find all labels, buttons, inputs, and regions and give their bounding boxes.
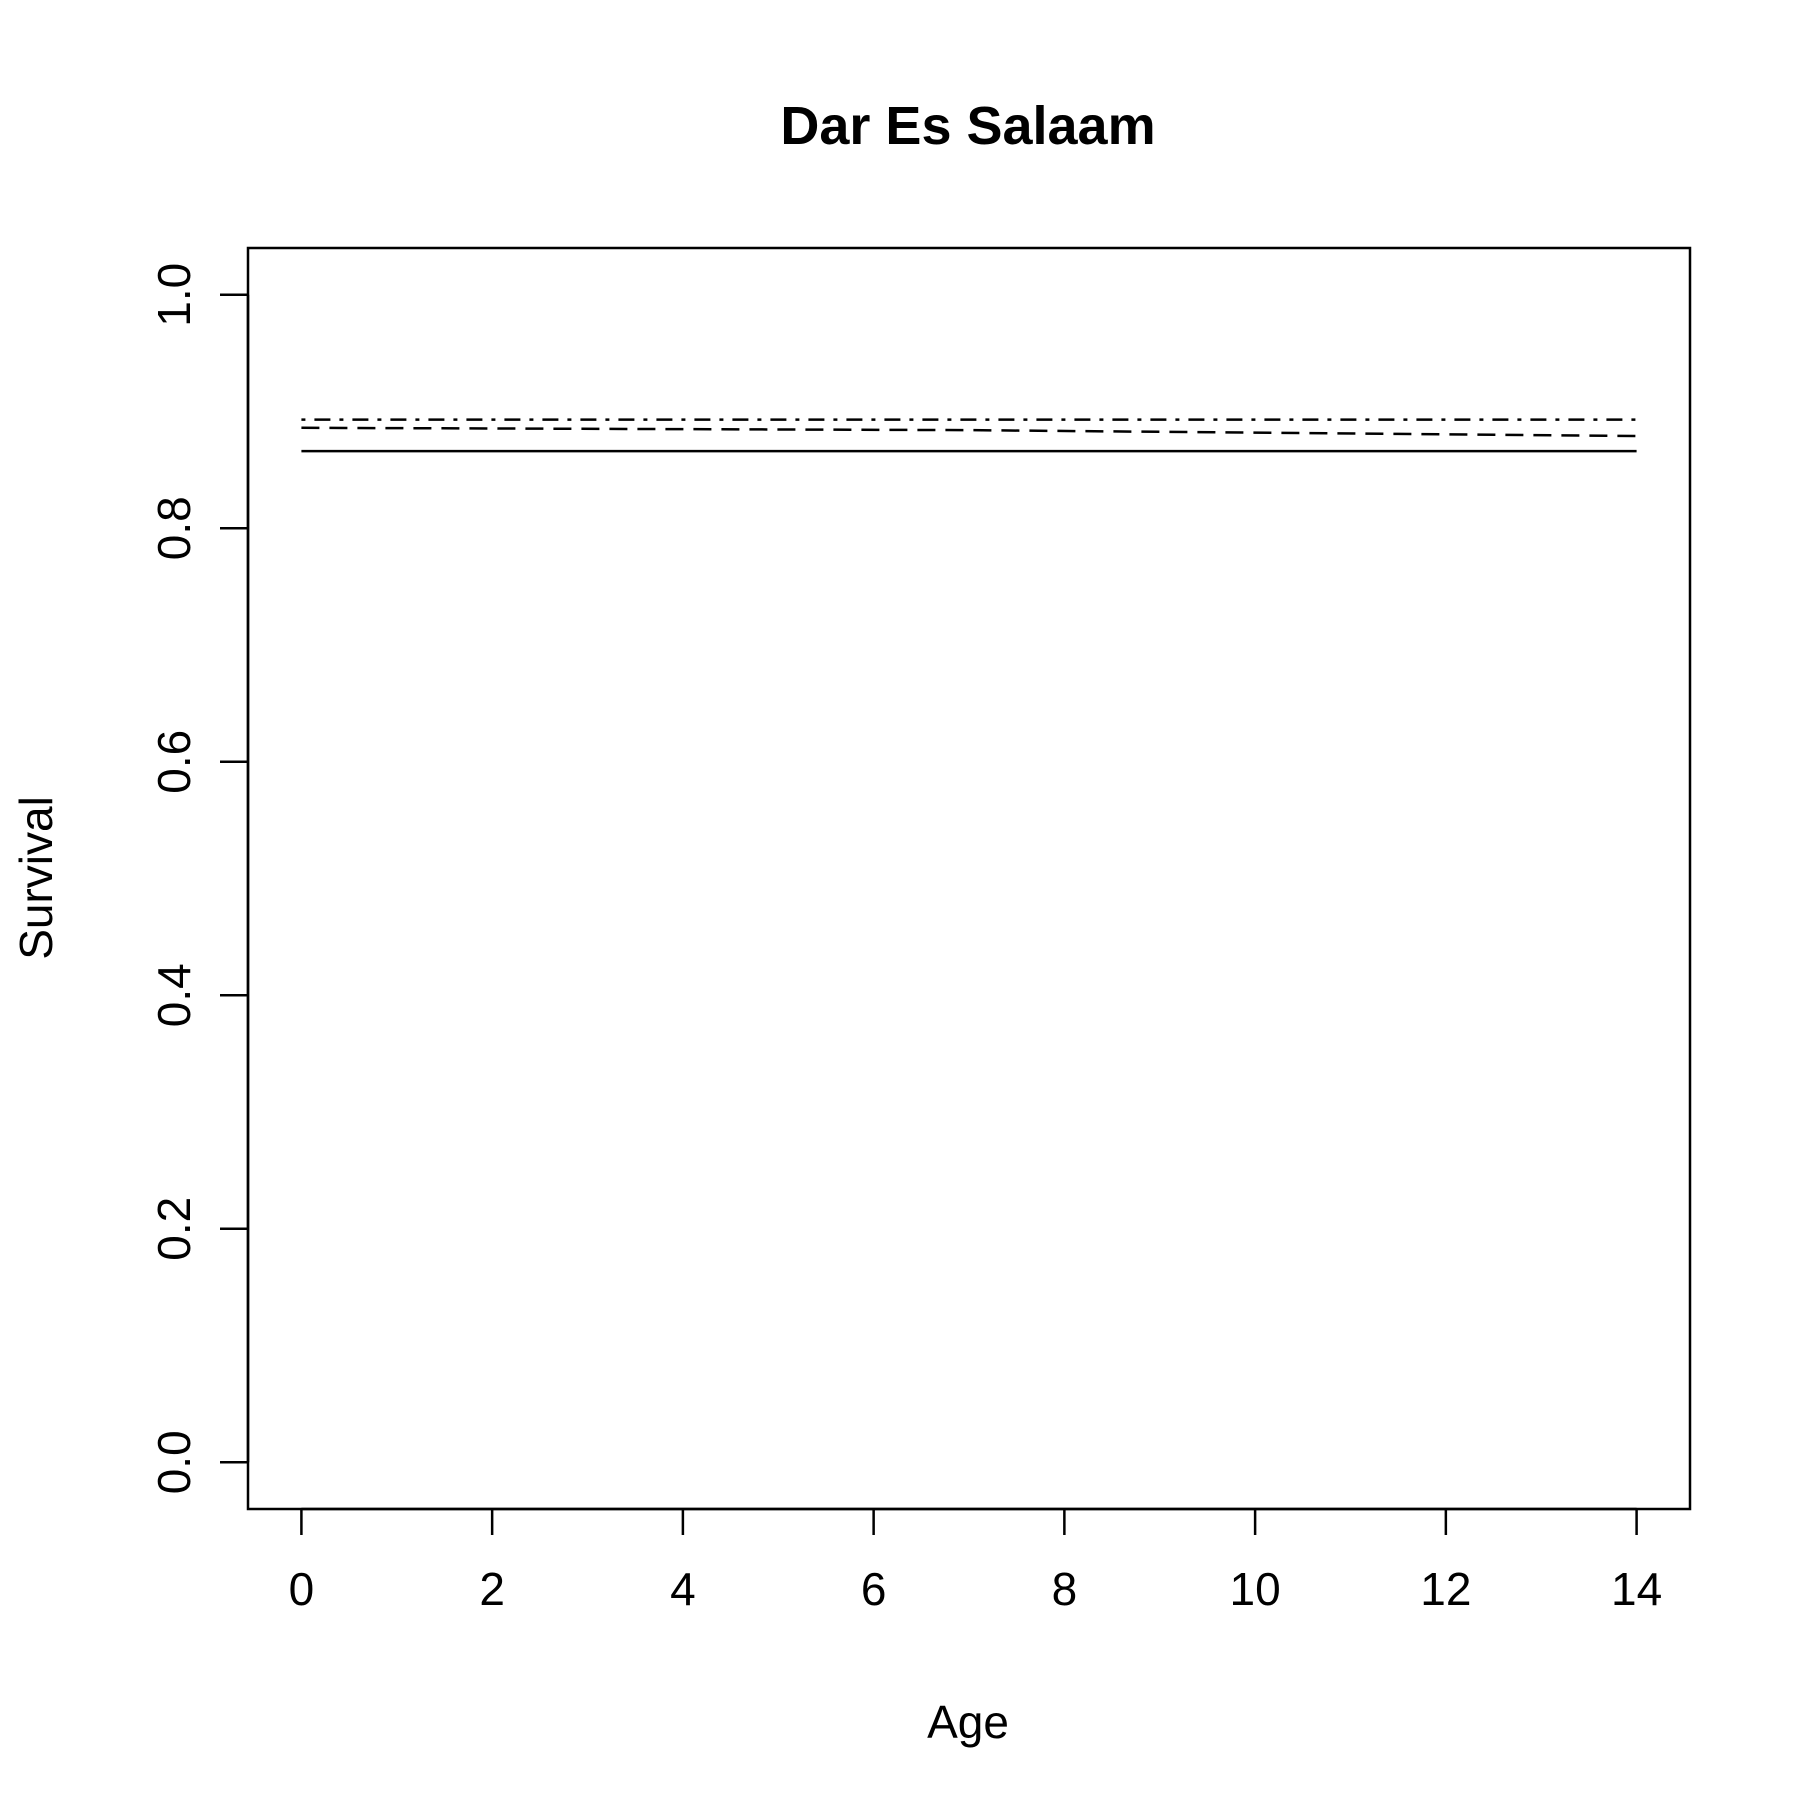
y-tick-label: 0.2: [148, 1197, 200, 1261]
x-tick-label: 4: [670, 1563, 696, 1615]
series-layer: [301, 418, 1637, 453]
chart-title: Dar Es Salaam: [780, 96, 1155, 156]
x-tick-label: 8: [1052, 1563, 1078, 1615]
plot-frame: [246, 246, 1692, 1511]
x-axis: 0 2 4 6 8 10 12 14: [289, 1507, 1662, 1615]
x-axis-label: Age: [927, 1696, 1009, 1748]
x-tick-label: 10: [1230, 1563, 1281, 1615]
series-line-dashed: [301, 426, 1637, 438]
x-tick-label: 0: [289, 1563, 315, 1615]
y-tick-label: 1.0: [148, 263, 200, 327]
y-tick-label: 0.0: [148, 1430, 200, 1494]
y-tick-label: 0.4: [148, 963, 200, 1027]
x-tick-label: 12: [1420, 1563, 1471, 1615]
y-axis: 0.0 0.2 0.4 0.6 0.8 1.0: [148, 263, 250, 1494]
x-tick-label: 14: [1611, 1563, 1662, 1615]
y-tick-label: 0.8: [148, 496, 200, 560]
x-tick-label: 6: [861, 1563, 887, 1615]
y-axis-label: Survival: [10, 796, 62, 960]
x-tick-label: 2: [479, 1563, 505, 1615]
y-tick-label: 0.6: [148, 730, 200, 794]
